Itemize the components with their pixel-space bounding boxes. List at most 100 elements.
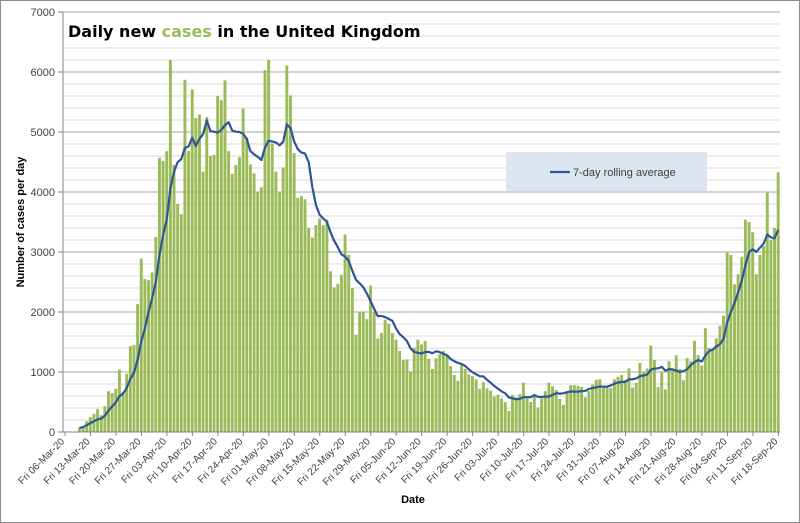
bar <box>667 361 671 432</box>
bar <box>278 192 282 432</box>
x-axis-title: Date <box>401 494 425 506</box>
bar <box>612 379 616 432</box>
bar <box>776 172 780 432</box>
rolling-average-line <box>79 119 780 429</box>
bar <box>179 214 183 432</box>
bar <box>103 406 107 432</box>
bar <box>547 382 551 432</box>
y-tick-label: 7000 <box>31 7 55 19</box>
bar <box>281 167 285 432</box>
bar <box>394 339 398 432</box>
bar <box>390 333 394 432</box>
bar <box>492 396 496 432</box>
bar <box>441 351 445 432</box>
bar <box>714 338 718 432</box>
bar <box>143 279 147 432</box>
bar <box>725 252 729 432</box>
y-tick-label: 0 <box>49 427 55 439</box>
bar <box>769 240 773 432</box>
bar <box>718 325 722 432</box>
bar <box>314 225 318 432</box>
bar <box>602 387 605 432</box>
y-axis-title: Number of cases per day <box>15 156 27 288</box>
bar <box>456 381 460 432</box>
bar <box>372 312 376 432</box>
bar <box>558 399 562 432</box>
bar <box>518 394 522 432</box>
bar <box>132 345 136 432</box>
bar <box>660 372 664 432</box>
bar <box>751 232 755 432</box>
bar <box>470 376 474 432</box>
bar <box>616 376 620 432</box>
bar <box>81 426 85 432</box>
bar <box>565 391 569 432</box>
bar <box>285 65 289 433</box>
bar <box>299 196 303 432</box>
bar <box>700 365 704 432</box>
bar <box>238 157 241 432</box>
bar <box>678 369 682 432</box>
bar <box>682 380 686 432</box>
bar <box>707 348 711 432</box>
bar <box>572 385 576 432</box>
bar <box>223 80 227 433</box>
bar <box>208 156 212 432</box>
bar <box>696 355 700 432</box>
bar <box>376 338 380 432</box>
bar <box>190 89 194 433</box>
bar <box>168 60 172 432</box>
bar <box>445 355 449 432</box>
bar <box>642 372 645 432</box>
bar <box>598 379 602 432</box>
y-tick-label: 3000 <box>31 247 55 259</box>
bar <box>241 108 245 432</box>
bar <box>88 417 92 432</box>
bar <box>649 345 653 432</box>
bar <box>463 369 467 432</box>
bar <box>740 256 744 432</box>
bar <box>136 304 140 432</box>
bar <box>350 288 354 432</box>
bar <box>412 348 416 432</box>
bar <box>689 361 693 432</box>
bar <box>96 409 100 432</box>
title-part: in the United Kingdom <box>212 22 421 41</box>
chart-title: Daily new cases in the United Kingdom <box>68 22 421 41</box>
bar <box>674 355 678 432</box>
bar <box>638 363 642 432</box>
bar <box>416 339 420 432</box>
bar <box>449 366 453 432</box>
bar <box>194 118 198 432</box>
bar <box>85 421 89 432</box>
y-tick-label: 2000 <box>31 307 55 319</box>
bar <box>645 368 649 432</box>
bar <box>503 402 507 432</box>
bar <box>736 274 740 432</box>
bar <box>198 114 201 432</box>
bar <box>609 388 613 432</box>
bar <box>754 274 758 432</box>
bar <box>743 219 747 432</box>
bar <box>627 368 631 432</box>
bar <box>554 390 558 432</box>
bar <box>318 218 322 432</box>
bar <box>591 384 595 432</box>
bar <box>511 394 514 432</box>
bar <box>343 234 347 432</box>
bar <box>409 372 413 432</box>
bar <box>561 405 565 432</box>
bar <box>762 246 766 432</box>
bar <box>529 402 533 432</box>
bar <box>703 328 707 432</box>
bar <box>543 391 547 432</box>
bar <box>99 415 103 432</box>
bar <box>580 387 584 432</box>
bar <box>121 391 125 432</box>
bar <box>747 222 751 432</box>
bar <box>733 284 736 432</box>
bar <box>467 374 471 432</box>
bar <box>248 164 252 432</box>
bar <box>325 219 329 432</box>
